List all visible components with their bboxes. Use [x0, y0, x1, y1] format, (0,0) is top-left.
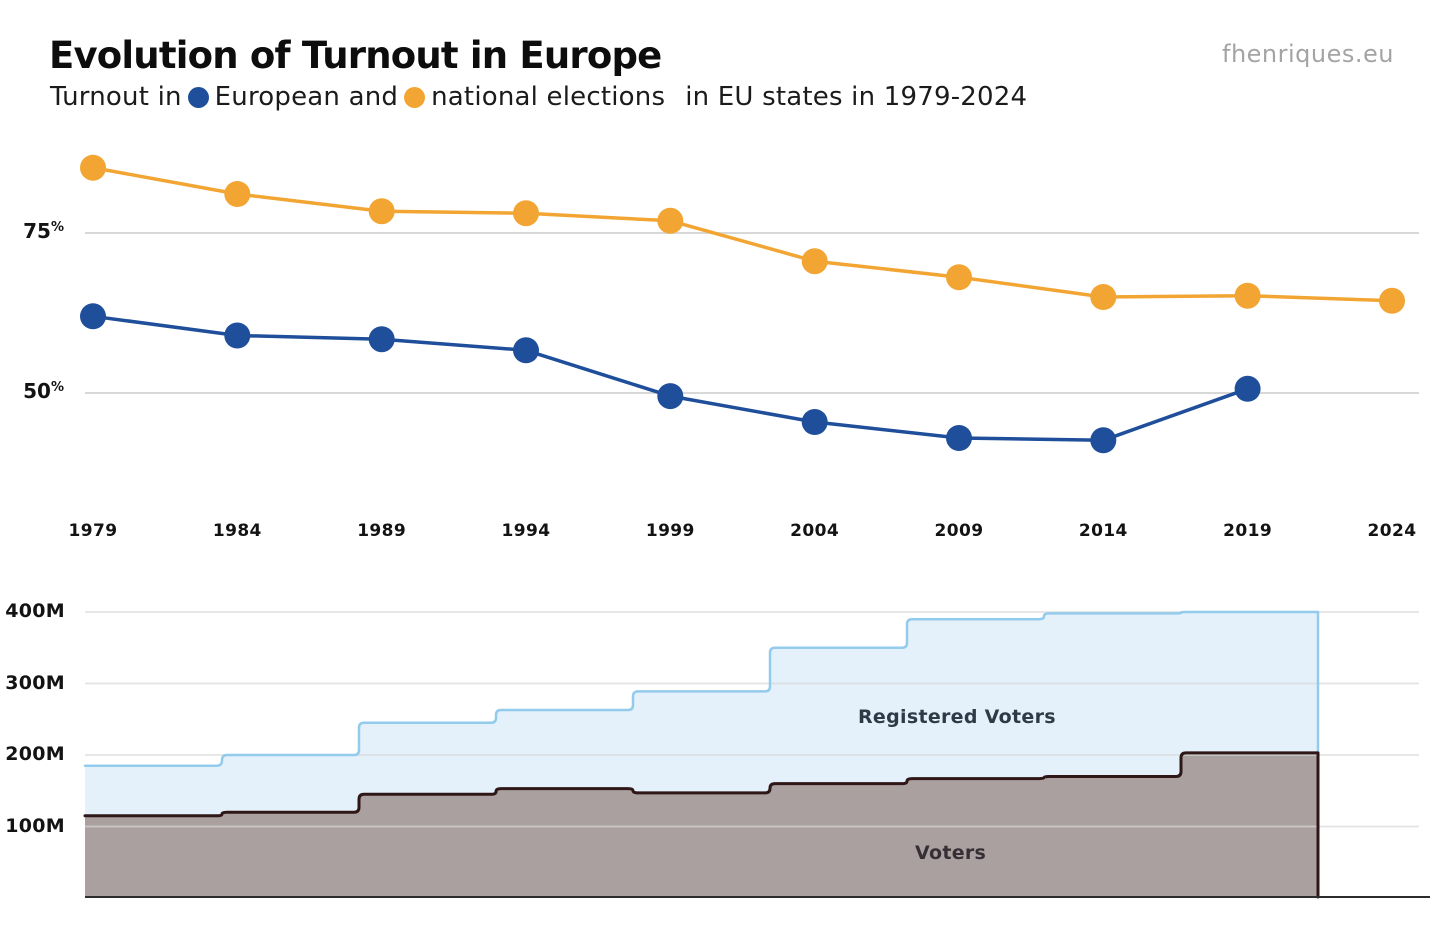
watermark: fhenriques.eu	[1222, 40, 1394, 68]
x-axis-label-year: 1979	[68, 521, 118, 541]
page-title: Evolution of Turnout in Europe	[49, 34, 662, 77]
legend-dot-national-icon	[404, 86, 426, 108]
subtitle-suffix: in EU states in 1979-2024	[685, 82, 1028, 112]
y-axis-label-millions: 100M	[5, 814, 65, 837]
x-axis-label-year: 1989	[357, 521, 407, 541]
x-axis-label-year: 2014	[1078, 521, 1128, 541]
x-axis-label-year: 1994	[501, 521, 551, 541]
y-axis-label-millions: 400M	[5, 600, 65, 622]
subtitle-prefix: Turnout in	[50, 82, 182, 112]
x-axis-label-year: 1984	[212, 521, 262, 541]
legend-dot-european-icon	[187, 86, 209, 108]
y-axis-label-percent: 50%	[23, 379, 64, 403]
chart-subtitle: Turnout in European and national electio…	[50, 82, 1027, 112]
y-axis-label-percent: 75%	[23, 219, 64, 243]
y-axis-label-millions: 300M	[5, 671, 65, 694]
y-axis-label-millions: 200M	[5, 743, 65, 765]
x-axis-label-year: 2019	[1223, 521, 1273, 541]
voters-area-label: Voters	[915, 842, 987, 864]
x-axis-label-year: 2004	[790, 521, 840, 541]
legend-label-national: national elections	[431, 82, 666, 112]
registered-voters-area-label: Registered Voters	[858, 706, 1056, 728]
x-axis-label-year: 2009	[934, 521, 984, 541]
x-axis-label-year: 1999	[645, 521, 695, 541]
legend-label-european: European and	[214, 82, 399, 112]
x-axis-label-year: 2024	[1367, 521, 1417, 541]
